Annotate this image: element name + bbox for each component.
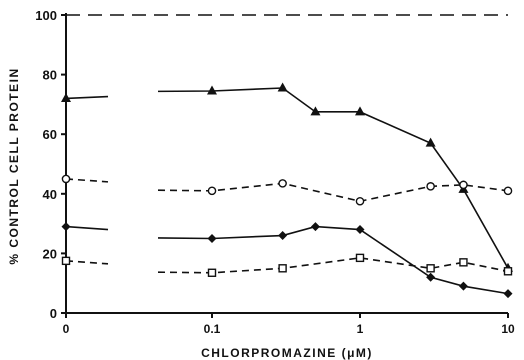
series-open-square bbox=[61, 253, 513, 277]
y-tick-label: 0 bbox=[50, 306, 57, 321]
square-marker bbox=[426, 264, 435, 273]
diamond-marker bbox=[310, 222, 320, 232]
series-line bbox=[157, 87, 509, 269]
series-layer bbox=[61, 82, 513, 299]
series-filled-diamond bbox=[61, 222, 513, 299]
square-marker bbox=[61, 256, 71, 266]
diamond-marker bbox=[61, 222, 71, 232]
triangle-marker bbox=[61, 92, 71, 102]
x-axis-label: CHLORPROMAZINE (μM) bbox=[201, 346, 373, 360]
x-tick-label: 0.1 bbox=[204, 322, 221, 336]
diamond-marker bbox=[426, 272, 436, 282]
square-marker bbox=[503, 267, 513, 276]
circle-marker bbox=[278, 179, 287, 188]
series-line bbox=[157, 225, 509, 295]
circle-marker bbox=[207, 186, 217, 196]
square-marker bbox=[278, 264, 287, 273]
circle-marker bbox=[426, 182, 435, 191]
control-segment bbox=[65, 260, 109, 265]
circle-marker bbox=[459, 180, 468, 190]
diamond-marker bbox=[503, 289, 513, 299]
axes: 0 20 40 60 80 100 0 0.1 1 10 bbox=[35, 8, 515, 336]
x-tick-label: 10 bbox=[501, 322, 515, 336]
y-tick-label: 40 bbox=[43, 187, 57, 202]
y-tick-label: 20 bbox=[43, 246, 57, 261]
circle-marker bbox=[61, 174, 71, 184]
series-open-circle bbox=[61, 174, 513, 206]
y-tick-label: 60 bbox=[43, 127, 57, 142]
circle-marker bbox=[355, 196, 365, 206]
control-segment bbox=[65, 225, 109, 231]
x-tick-label: 1 bbox=[357, 322, 364, 336]
diamond-marker bbox=[278, 231, 288, 241]
triangle-marker bbox=[355, 106, 365, 116]
control-segment bbox=[65, 95, 109, 100]
control-segment bbox=[65, 178, 109, 183]
y-tick-label: 100 bbox=[35, 8, 57, 23]
triangle-marker bbox=[277, 82, 288, 92]
x-tick-label: 0 bbox=[63, 322, 70, 336]
series-filled-triangle bbox=[61, 82, 513, 272]
triangle-marker bbox=[207, 85, 217, 95]
diamond-marker bbox=[207, 234, 217, 243]
triangle-marker bbox=[425, 137, 436, 147]
circle-marker bbox=[503, 186, 513, 196]
y-axis-label: % CONTROL CELL PROTEIN bbox=[7, 67, 21, 264]
diamond-marker bbox=[458, 281, 468, 291]
square-marker bbox=[355, 253, 365, 263]
triangle-marker bbox=[310, 106, 321, 116]
square-marker bbox=[459, 258, 468, 267]
y-tick-label: 80 bbox=[43, 68, 57, 83]
diamond-marker bbox=[355, 225, 365, 235]
square-marker bbox=[207, 268, 217, 277]
